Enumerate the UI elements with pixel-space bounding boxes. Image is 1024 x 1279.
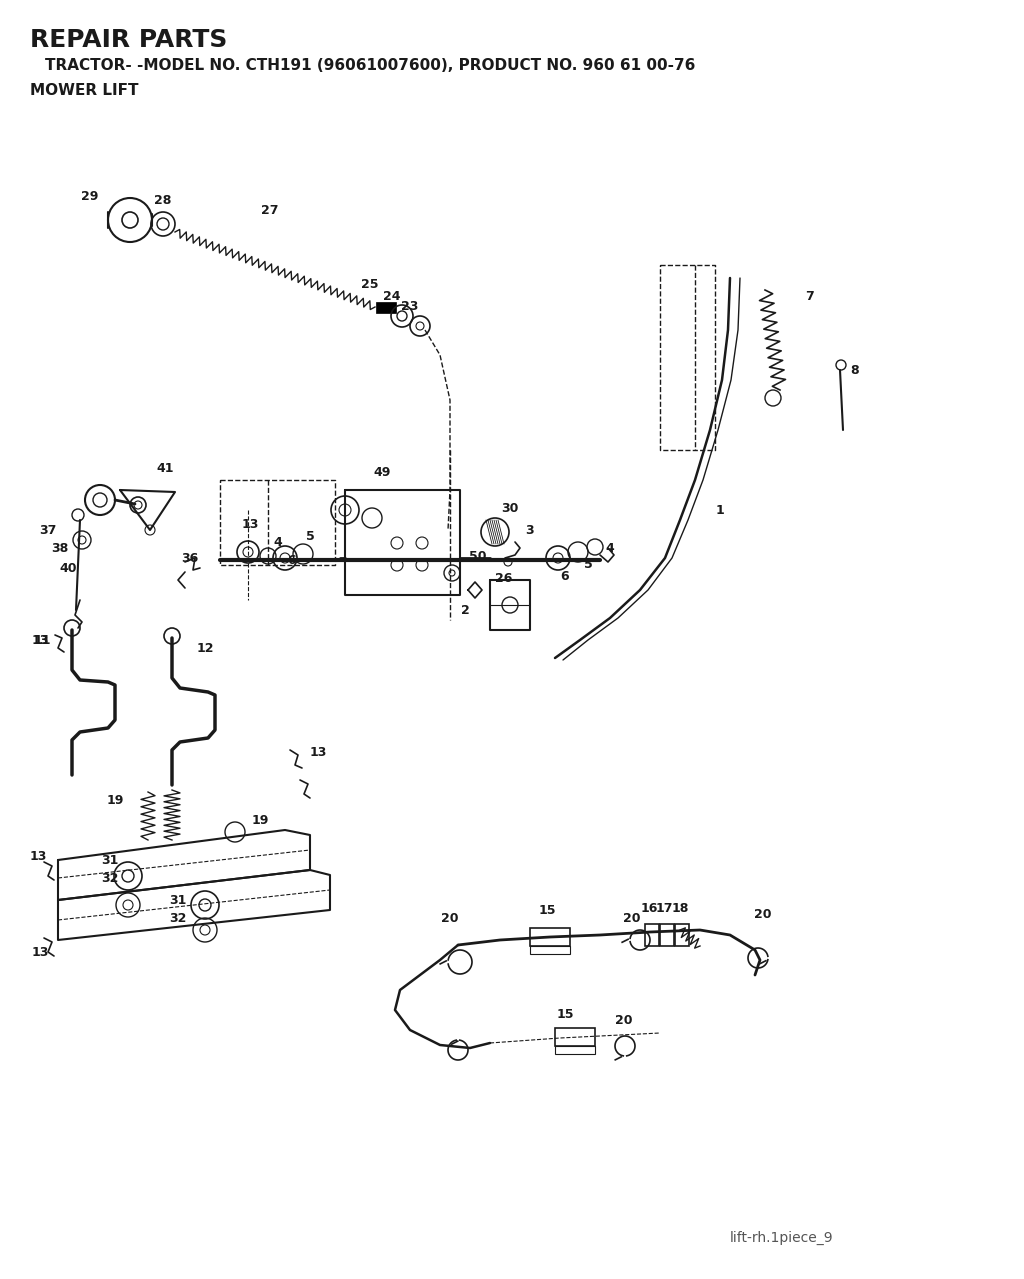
Bar <box>530 946 570 954</box>
Text: 29: 29 <box>81 189 98 202</box>
Text: 50: 50 <box>469 550 486 563</box>
Text: 7: 7 <box>806 289 814 303</box>
Text: 19: 19 <box>251 813 268 826</box>
Text: 12: 12 <box>197 642 214 655</box>
Text: 11: 11 <box>33 633 51 646</box>
Text: 31: 31 <box>101 853 119 866</box>
Text: 15: 15 <box>556 1009 573 1022</box>
Text: MOWER LIFT: MOWER LIFT <box>30 83 138 98</box>
Text: 20: 20 <box>441 912 459 925</box>
Text: 31: 31 <box>169 894 186 907</box>
Text: 36: 36 <box>181 551 199 564</box>
Text: 8: 8 <box>851 363 859 376</box>
Text: 4: 4 <box>605 541 614 555</box>
Text: 32: 32 <box>101 871 119 885</box>
Text: 13: 13 <box>30 849 47 862</box>
Bar <box>555 1028 595 1046</box>
Bar <box>675 923 689 946</box>
Text: 3: 3 <box>525 523 535 536</box>
Text: 6: 6 <box>561 569 569 582</box>
Text: 16: 16 <box>640 902 657 914</box>
Bar <box>530 929 570 946</box>
Text: 13: 13 <box>32 945 49 958</box>
Text: 17: 17 <box>655 902 673 914</box>
Text: 30: 30 <box>502 501 519 514</box>
Text: 41: 41 <box>157 462 174 475</box>
Text: 5: 5 <box>584 558 592 570</box>
Text: 38: 38 <box>51 541 69 555</box>
Bar <box>660 923 674 946</box>
Bar <box>555 1046 595 1054</box>
Text: 37: 37 <box>39 523 56 536</box>
Text: 2: 2 <box>461 604 469 616</box>
Text: 5: 5 <box>305 530 314 542</box>
Text: 32: 32 <box>169 912 186 925</box>
Text: 19: 19 <box>106 793 124 807</box>
Text: 20: 20 <box>624 912 641 925</box>
Text: 27: 27 <box>261 203 279 216</box>
Text: lift-rh.1piece_9: lift-rh.1piece_9 <box>730 1230 834 1244</box>
Text: 20: 20 <box>755 908 772 921</box>
Text: 1: 1 <box>716 504 724 517</box>
Text: 18: 18 <box>672 902 689 914</box>
Text: 20: 20 <box>615 1013 633 1027</box>
Bar <box>376 302 396 313</box>
Text: 13: 13 <box>32 633 49 646</box>
Bar <box>645 923 659 946</box>
Text: 13: 13 <box>242 518 259 531</box>
Text: REPAIR PARTS: REPAIR PARTS <box>30 28 227 52</box>
Text: 40: 40 <box>59 561 77 574</box>
Text: 28: 28 <box>155 193 172 206</box>
Text: 6: 6 <box>288 554 296 567</box>
Text: 15: 15 <box>539 903 556 917</box>
Text: 24: 24 <box>383 289 400 303</box>
Text: 23: 23 <box>401 301 419 313</box>
Text: TRACTOR- -MODEL NO. CTH191 (96061007600), PRODUCT NO. 960 61 00-76: TRACTOR- -MODEL NO. CTH191 (96061007600)… <box>45 58 695 73</box>
Text: 25: 25 <box>361 279 379 292</box>
Text: 4: 4 <box>273 536 283 549</box>
Text: 26: 26 <box>496 572 513 585</box>
Text: 49: 49 <box>374 466 391 478</box>
Text: 13: 13 <box>309 746 327 758</box>
